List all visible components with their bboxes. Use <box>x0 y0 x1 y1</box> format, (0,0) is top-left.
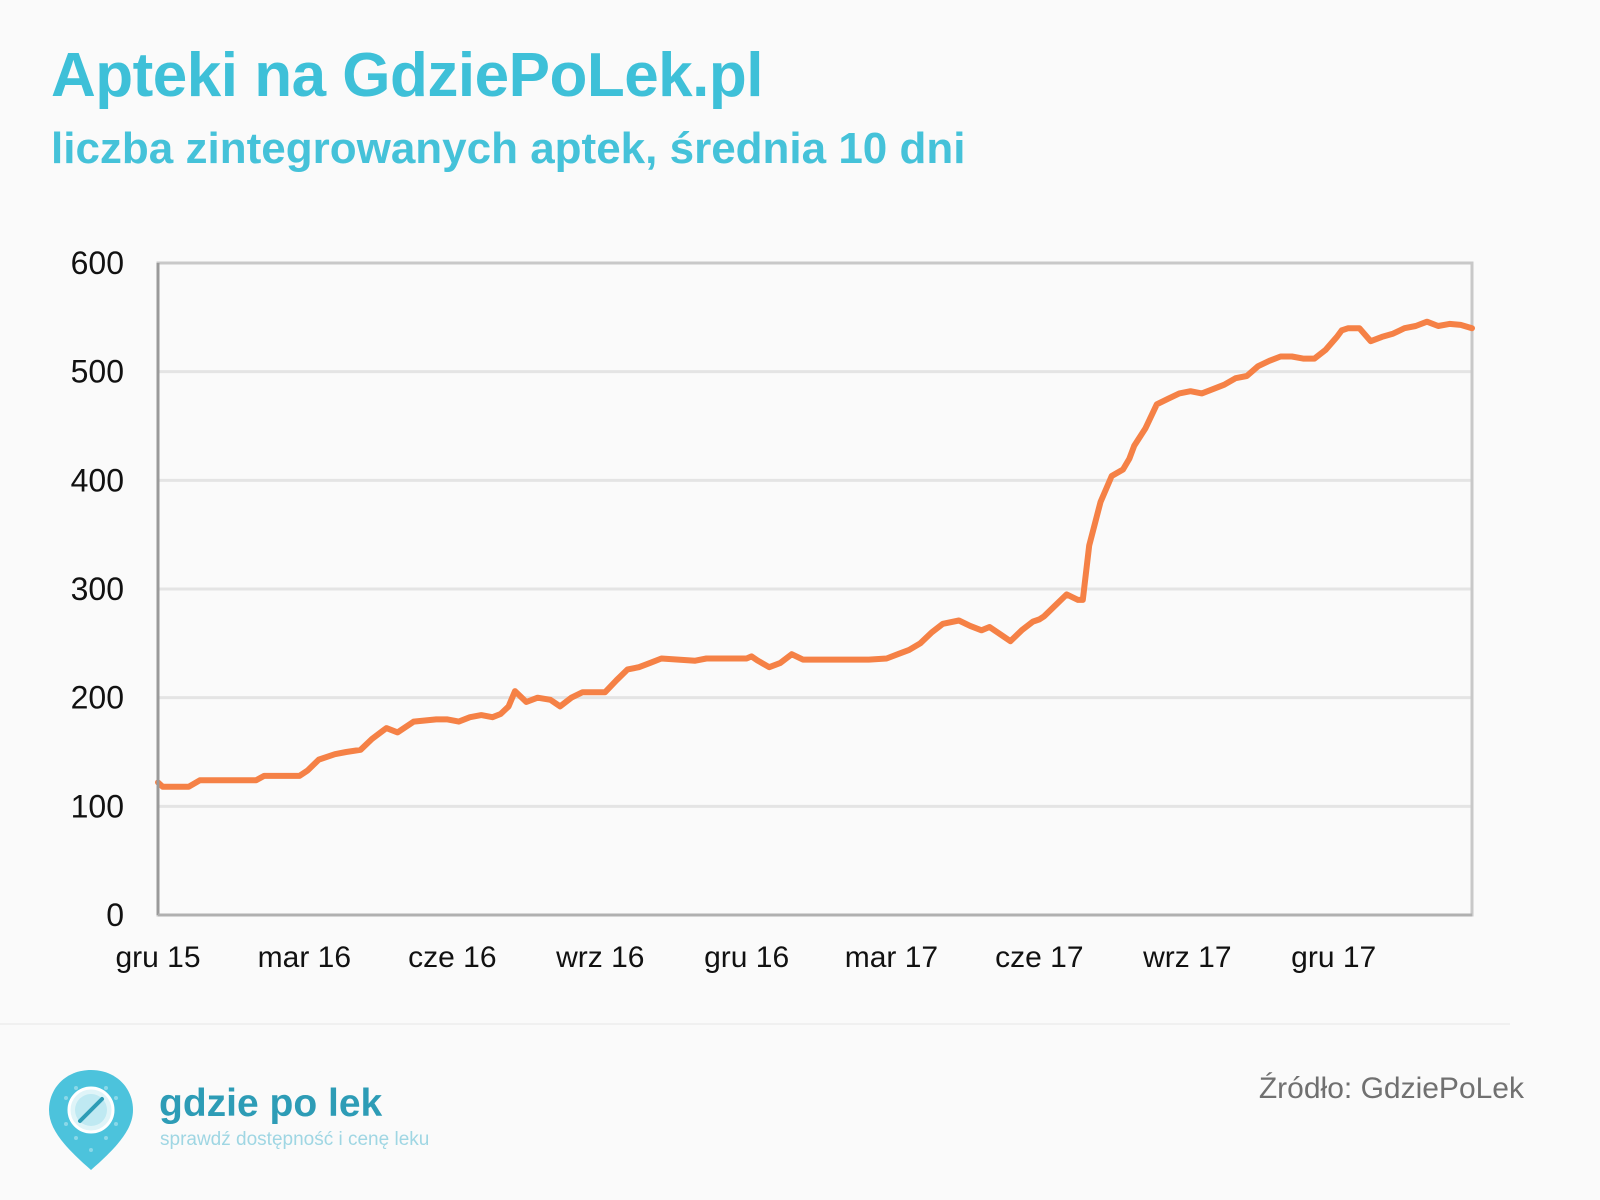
x-tick-label: cze 17 <box>995 941 1083 974</box>
y-tick-label: 300 <box>71 571 124 607</box>
grid-lines <box>158 370 1472 808</box>
x-tick-label: wrz 17 <box>1142 941 1231 974</box>
x-tick-label: gru 15 <box>115 941 200 974</box>
page-title: Apteki na GdziePoLek.pl <box>51 41 763 110</box>
x-axis-ticks: gru 15 mar 16 cze 16 wrz 16 gru 16 mar 17 cze … <box>115 941 1376 974</box>
x-tick-label: mar 16 <box>258 941 351 974</box>
page-subtitle: liczba zintegrowanych aptek, średnia 10 … <box>51 124 966 173</box>
y-axis-ticks: 0 100 200 300 400 500 600 <box>71 245 1472 933</box>
x-tick-label: cze 16 <box>408 941 496 974</box>
y-tick-label: 400 <box>71 462 124 498</box>
line-chart: 0 100 200 300 400 500 600 gru 15 mar 16 cze 16 wr… <box>71 245 1475 974</box>
y-tick-label: 100 <box>71 788 124 824</box>
y-tick-label: 600 <box>71 245 124 281</box>
footer-divider <box>0 1023 1510 1025</box>
y-tick-label: 0 <box>106 897 124 933</box>
x-tick-label: gru 16 <box>704 941 789 974</box>
y-tick-label: 500 <box>71 354 124 390</box>
x-tick-label: mar 17 <box>845 941 938 974</box>
source-note: Źródło: GdziePoLek <box>1258 1072 1524 1105</box>
x-tick-label: wrz 16 <box>555 941 644 974</box>
series-line <box>155 318 1475 790</box>
y-tick-label: 200 <box>71 680 124 716</box>
brand-tagline: sprawdź dostępność i cenę leku <box>160 1129 430 1150</box>
series-layer <box>155 318 1475 790</box>
x-tick-label: gru 17 <box>1291 941 1376 974</box>
map-pin-pill-icon <box>49 1070 133 1170</box>
brand-name: gdzie po lek <box>159 1082 383 1125</box>
